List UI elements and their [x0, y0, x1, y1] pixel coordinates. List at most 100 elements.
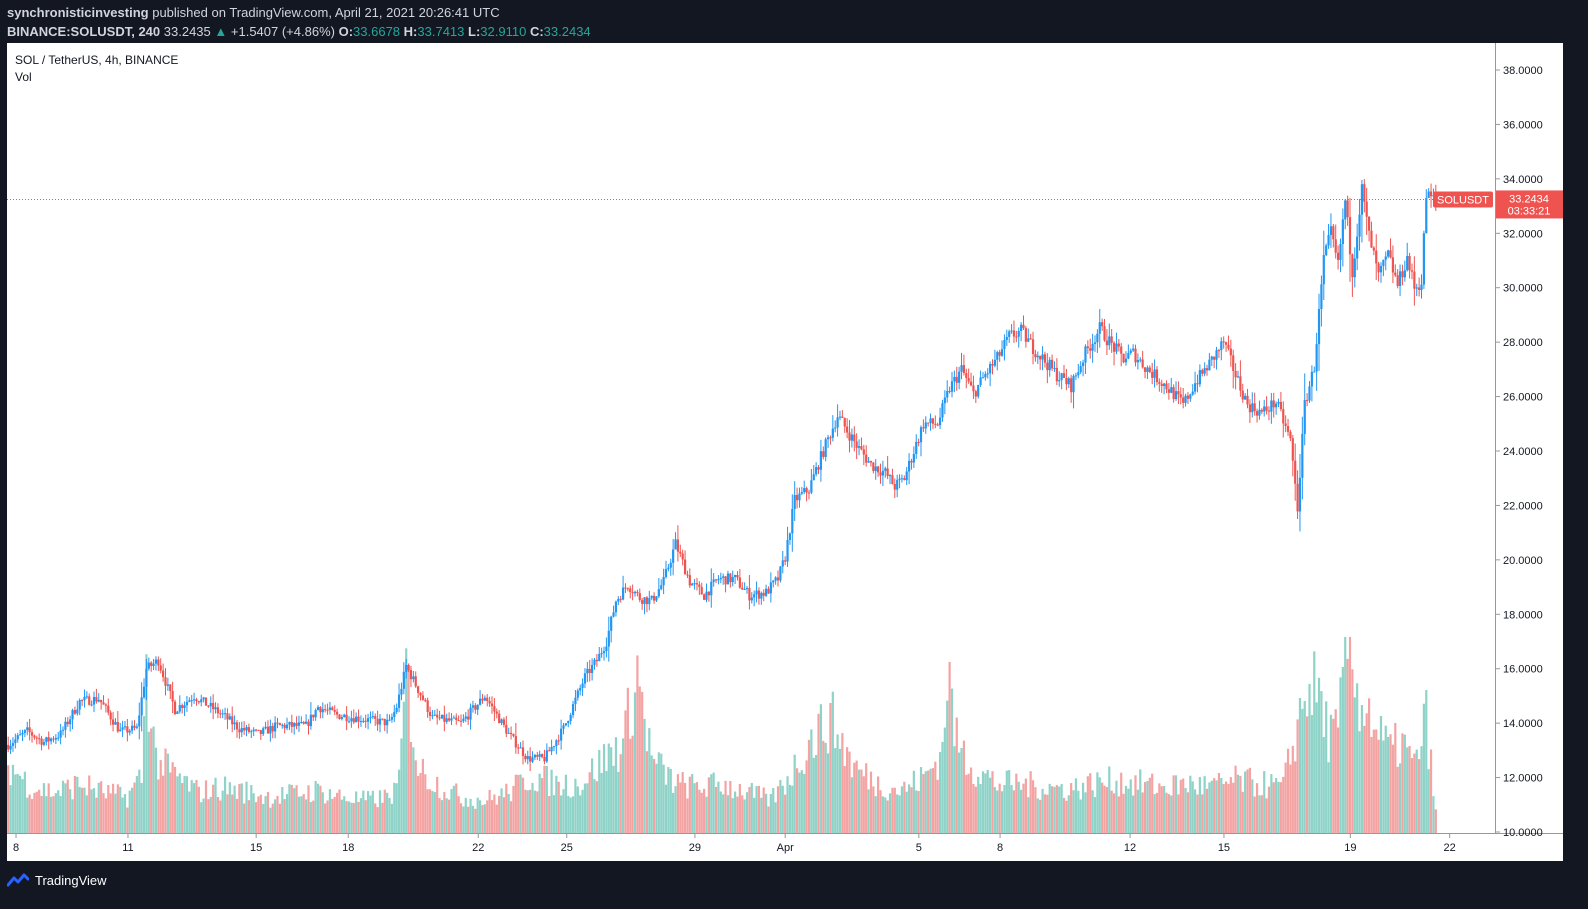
candle-body: [664, 569, 668, 577]
volume-bar: [374, 803, 377, 833]
candle-body: [1010, 330, 1013, 332]
candle-body: [417, 686, 420, 693]
volume-bar: [145, 654, 148, 833]
candle-body: [14, 739, 17, 744]
volume-bar: [1217, 773, 1221, 833]
volume-bar: [171, 762, 174, 833]
candle-body: [100, 699, 103, 703]
candle-body: [1193, 383, 1197, 392]
volume-bar: [231, 794, 234, 833]
candle-body: [819, 451, 823, 470]
volume-bar: [214, 777, 217, 833]
candle-body: [7, 744, 10, 750]
volume-bar: [1201, 794, 1204, 833]
candle-body: [1029, 338, 1032, 340]
volume-bar: [302, 794, 305, 833]
candle-body: [734, 575, 737, 577]
candle-body: [1389, 250, 1392, 258]
volume-bar: [290, 784, 293, 833]
candle-body: [202, 697, 205, 700]
y-tick-label: 30.0000: [1503, 283, 1543, 295]
candle-body: [1351, 254, 1354, 278]
candle-body: [810, 480, 813, 493]
candle-body: [610, 616, 613, 631]
volume-bar: [500, 788, 503, 833]
tradingview-logo-icon[interactable]: [7, 873, 29, 887]
candle-body: [383, 718, 386, 726]
candle-body: [1398, 271, 1402, 287]
candle-body: [243, 728, 246, 731]
candle-body: [877, 466, 880, 473]
price-axis[interactable]: [1495, 43, 1563, 833]
volume-bar: [1346, 658, 1349, 833]
volume-bar: [412, 747, 415, 833]
candle-body: [1325, 245, 1328, 256]
volume-bar: [755, 786, 758, 833]
volume-bar: [45, 796, 48, 833]
candle-body: [309, 714, 312, 727]
candle-body: [576, 690, 579, 698]
y-tick-label: 16.0000: [1503, 664, 1543, 676]
author-link[interactable]: synchronisticinvesting: [7, 5, 149, 20]
volume-bar: [1258, 795, 1261, 833]
volume-bar: [59, 796, 62, 833]
volume-bar: [948, 661, 951, 833]
volume-bar: [1058, 786, 1061, 833]
volume-bar: [378, 790, 382, 833]
volume-bar: [123, 794, 127, 833]
candle-body: [600, 653, 603, 655]
candle-body: [812, 474, 815, 481]
series-title[interactable]: SOL / TetherUS, 4h, BINANCE: [15, 53, 179, 67]
candle-body: [881, 470, 884, 476]
candle-body: [950, 381, 954, 392]
volume-bar: [369, 795, 372, 833]
x-tick-label: 19: [1344, 842, 1356, 854]
candle-body: [1012, 330, 1016, 337]
candle-body: [581, 683, 584, 688]
volume-bar: [941, 741, 944, 833]
candle-body: [669, 562, 672, 568]
candle-body: [748, 588, 751, 601]
open-value: 33.6678: [353, 24, 401, 39]
volume-bar: [271, 803, 274, 833]
volume-bar: [629, 738, 632, 833]
volume-label[interactable]: Vol: [15, 70, 32, 84]
volume-bar: [1265, 798, 1268, 833]
volume-bar: [1255, 783, 1259, 833]
volume-bar: [107, 785, 110, 833]
candle-body: [1165, 383, 1168, 390]
volume-bar: [1403, 734, 1406, 833]
candle-body: [1017, 331, 1020, 337]
candle-body: [90, 704, 93, 706]
candle-body: [331, 707, 334, 711]
candle-body: [340, 717, 343, 719]
candle-body: [607, 630, 610, 647]
volume-bar: [1270, 774, 1273, 833]
candlestick-chart[interactable]: SOLUSDT 38.0000 36.0000 34.0000 32.0000 30.00…: [7, 43, 1563, 861]
footer-brand[interactable]: TradingView: [35, 872, 107, 888]
candle-body: [993, 359, 996, 366]
volume-bar: [1205, 788, 1209, 833]
candle-body: [991, 363, 994, 366]
volume-bar: [1422, 703, 1425, 833]
candle-body: [1031, 339, 1035, 355]
candle-body: [1255, 411, 1259, 416]
volume-bar: [405, 648, 408, 833]
volume-bar: [564, 774, 567, 833]
chart-pane[interactable]: [7, 43, 1495, 833]
candle-body: [183, 705, 186, 708]
x-tick-label: 25: [561, 842, 573, 854]
high-label: H:: [403, 24, 418, 39]
volume-bar: [676, 774, 680, 833]
volume-bar: [321, 792, 324, 833]
candle-body: [459, 720, 463, 722]
candle-body: [219, 713, 222, 715]
candle-body: [502, 719, 506, 725]
volume-bar: [1367, 698, 1371, 833]
candle-body: [471, 705, 475, 708]
candle-body: [381, 718, 384, 720]
candle-body: [162, 670, 165, 678]
volume-bar: [998, 783, 1001, 833]
candle-body: [369, 717, 372, 719]
volume-bar: [1215, 780, 1218, 833]
